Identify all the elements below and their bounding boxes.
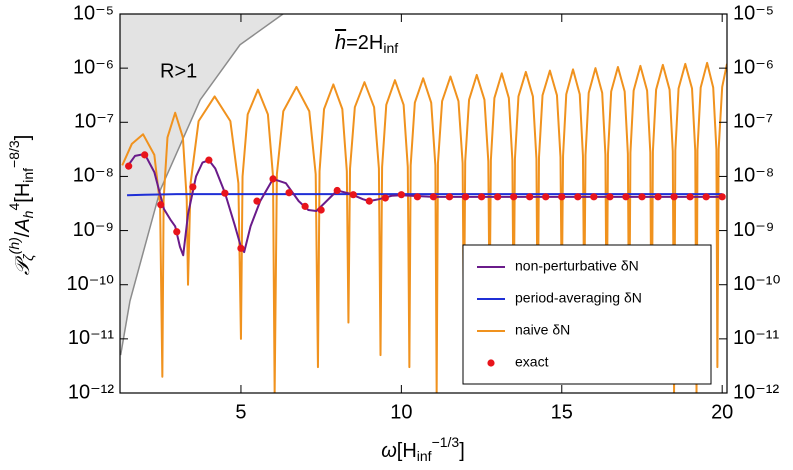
y-tick-label-right: 10⁻¹¹ [733, 327, 779, 349]
x-label-part: inf [417, 448, 432, 464]
y-label-part: ] [12, 135, 34, 141]
annotation: h=2Hinf [335, 32, 398, 55]
legend-label: non-perturbative δN [515, 258, 639, 274]
data-point [542, 193, 550, 201]
annotation-part: h [335, 32, 346, 54]
y-tick-label-right: 10⁻⁹ [733, 219, 774, 241]
x-tick-label: 10 [390, 401, 412, 423]
y-label-part: ζ [20, 253, 36, 261]
x-label-part: ω [381, 440, 397, 462]
x-tick-label: 15 [551, 401, 573, 423]
y-tick-label-right: 10⁻¹² [733, 381, 779, 403]
y-label-part: / [12, 231, 34, 237]
data-point [381, 194, 389, 202]
data-point [461, 193, 470, 201]
data-point [494, 193, 502, 201]
y-tick-label: 10⁻⁸ [73, 165, 114, 187]
data-point [654, 193, 662, 201]
x-label-part: [H [397, 440, 417, 462]
data-point [477, 193, 486, 201]
y-tick-label-right: 10⁻⁸ [733, 165, 774, 187]
data-point [526, 193, 534, 201]
y-label-part: 4 [6, 203, 22, 211]
data-point [205, 156, 213, 164]
data-point [173, 228, 181, 236]
legend-label: exact [515, 354, 549, 370]
y-tick-label-right: 10⁻⁷ [733, 111, 773, 133]
x-label-part: ] [459, 440, 465, 462]
legend-label: naive δN [515, 322, 570, 338]
y-tick-label-right: 10⁻⁵ [733, 2, 774, 24]
axes: 10⁻⁵ 10⁻⁵ 10⁻⁶ 10⁻⁶ 10⁻⁷ 10⁻⁷ 10⁻⁸ 10⁻⁸ 10⁻⁹ 10⁻⁹… [67, 2, 781, 423]
data-point [429, 193, 438, 201]
frame [119, 13, 728, 394]
y-label-part: h [20, 210, 36, 218]
y-label-part: A [12, 218, 34, 232]
y-label-part: (h) [6, 237, 22, 254]
data-point [606, 193, 614, 201]
data-point [269, 175, 277, 183]
legend-box [462, 244, 712, 385]
data-point [317, 206, 325, 214]
data-point [285, 189, 293, 197]
y-tick-label: 10⁻¹² [68, 381, 114, 403]
y-label-part: −8/3 [6, 140, 22, 168]
data-point [590, 193, 598, 201]
data-point [718, 193, 726, 201]
data-point [670, 193, 678, 201]
x-tick-label: 5 [235, 401, 246, 423]
data-point [702, 193, 710, 201]
legend-marker [487, 359, 495, 367]
region-edge [120, 14, 284, 356]
data-point [141, 151, 149, 159]
data-point [349, 191, 357, 199]
y-tick-label: 10⁻¹¹ [68, 327, 114, 349]
data-point [333, 186, 341, 195]
data-point [686, 193, 694, 201]
series-line [127, 193, 723, 197]
legend: non-perturbative δN period-averaging δN na… [462, 244, 712, 385]
data-point [558, 193, 566, 201]
data-point [638, 193, 646, 201]
data-point [574, 193, 582, 201]
y-tick-label: 10⁻⁶ [73, 56, 114, 78]
region-label: R>1 [160, 60, 197, 82]
y-tick-label: 10⁻⁹ [73, 219, 114, 241]
data-point [445, 193, 454, 201]
y-tick-label-right: 10⁻¹⁰ [733, 273, 780, 295]
data-point [221, 189, 229, 197]
x-label-part: −1/3 [432, 434, 460, 450]
region-fill [120, 14, 283, 393]
y-label-part: [H [12, 183, 34, 203]
data-point [157, 201, 165, 209]
y-tick-label: 10⁻⁵ [73, 2, 114, 24]
data-point [622, 193, 630, 201]
data-point [237, 244, 245, 252]
annotation-part: =2H [346, 32, 383, 54]
x-tick-label: 20 [711, 401, 733, 423]
data-point [413, 193, 422, 201]
x-axis-label: ω[Hinf−1/3] [381, 434, 465, 464]
y-tick-label-right: 10⁻⁶ [733, 56, 774, 78]
y-tick-label: 10⁻¹⁰ [67, 273, 114, 295]
data-point [253, 197, 261, 205]
data-point [125, 162, 133, 170]
data-point [189, 183, 197, 191]
y-tick-label: 10⁻⁷ [74, 111, 114, 133]
legend-label: period-averaging δN [515, 290, 642, 306]
data-point [397, 191, 405, 199]
data-point [510, 193, 518, 201]
y-axis-label: 𝒫ζ(h)/Ah4[Hinf−8/3] [6, 135, 36, 276]
series-line [126, 152, 723, 257]
data-point [301, 202, 309, 210]
y-label-part: inf [20, 168, 36, 183]
annotation-part: inf [383, 40, 398, 56]
data-point [365, 197, 373, 205]
